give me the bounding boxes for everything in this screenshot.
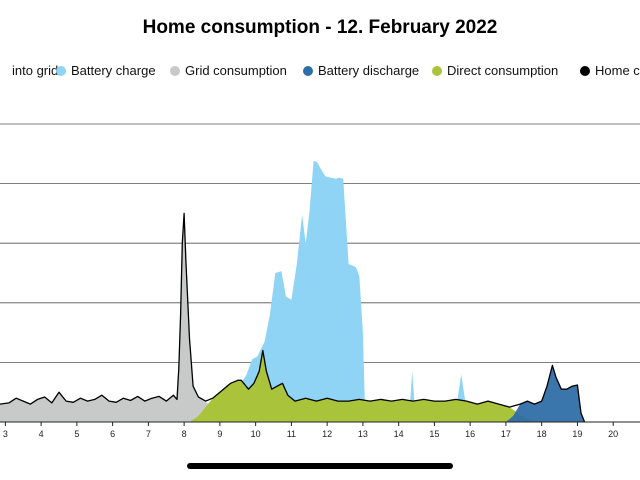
- x-tick-label: 10: [251, 429, 261, 439]
- legend-marker: [580, 66, 590, 76]
- legend-item[interactable]: Grid consumption: [170, 62, 287, 80]
- chart-legend: into grid Battery charge Grid consumption B…: [0, 62, 640, 82]
- x-tick-label: 16: [465, 429, 475, 439]
- x-tick-label: 17: [501, 429, 511, 439]
- series-area-1: [219, 161, 469, 422]
- home-indicator: [187, 463, 453, 469]
- x-tick-label: 11: [287, 429, 296, 439]
- legend-marker: [303, 66, 313, 76]
- x-tick-label: 8: [182, 429, 187, 439]
- legend-item[interactable]: Battery charge: [56, 62, 156, 80]
- legend-item[interactable]: Direct consumption: [432, 62, 558, 80]
- x-tick-label: 13: [358, 429, 368, 439]
- x-tick-label: 18: [537, 429, 547, 439]
- x-tick-label: 5: [74, 429, 79, 439]
- series-area-2: [189, 350, 535, 422]
- x-tick-label: 6: [110, 429, 115, 439]
- legend-label: into grid: [12, 63, 59, 78]
- chart-title: Home consumption - 12. February 2022: [142, 17, 498, 38]
- x-tick-label: 4: [39, 429, 44, 439]
- x-tick-label: 7: [146, 429, 151, 439]
- x-tick-label: 12: [322, 429, 332, 439]
- legend-label: Battery discharge: [318, 63, 420, 78]
- legend-label: Grid consumption: [185, 63, 287, 78]
- legend-item[interactable]: into grid: [0, 62, 58, 80]
- legend-label: Battery charge: [71, 63, 156, 78]
- legend-label: Home c: [595, 63, 640, 78]
- legend-label: Direct consumption: [447, 63, 559, 78]
- x-tick-label: 3: [3, 429, 8, 439]
- legend-marker: [56, 66, 66, 76]
- x-tick-label: 9: [217, 429, 222, 439]
- legend-marker: [432, 66, 442, 76]
- x-tick-label: 19: [572, 429, 582, 439]
- series-area-3: [505, 365, 585, 422]
- x-tick-label: 14: [394, 429, 404, 439]
- legend-marker: [170, 66, 180, 76]
- x-tick-label: 15: [429, 429, 439, 439]
- legend-item[interactable]: Battery discharge: [303, 62, 419, 80]
- legend-item[interactable]: Home c: [580, 62, 640, 80]
- series-line-4: [0, 212, 586, 423]
- x-tick-label: 20: [608, 429, 618, 439]
